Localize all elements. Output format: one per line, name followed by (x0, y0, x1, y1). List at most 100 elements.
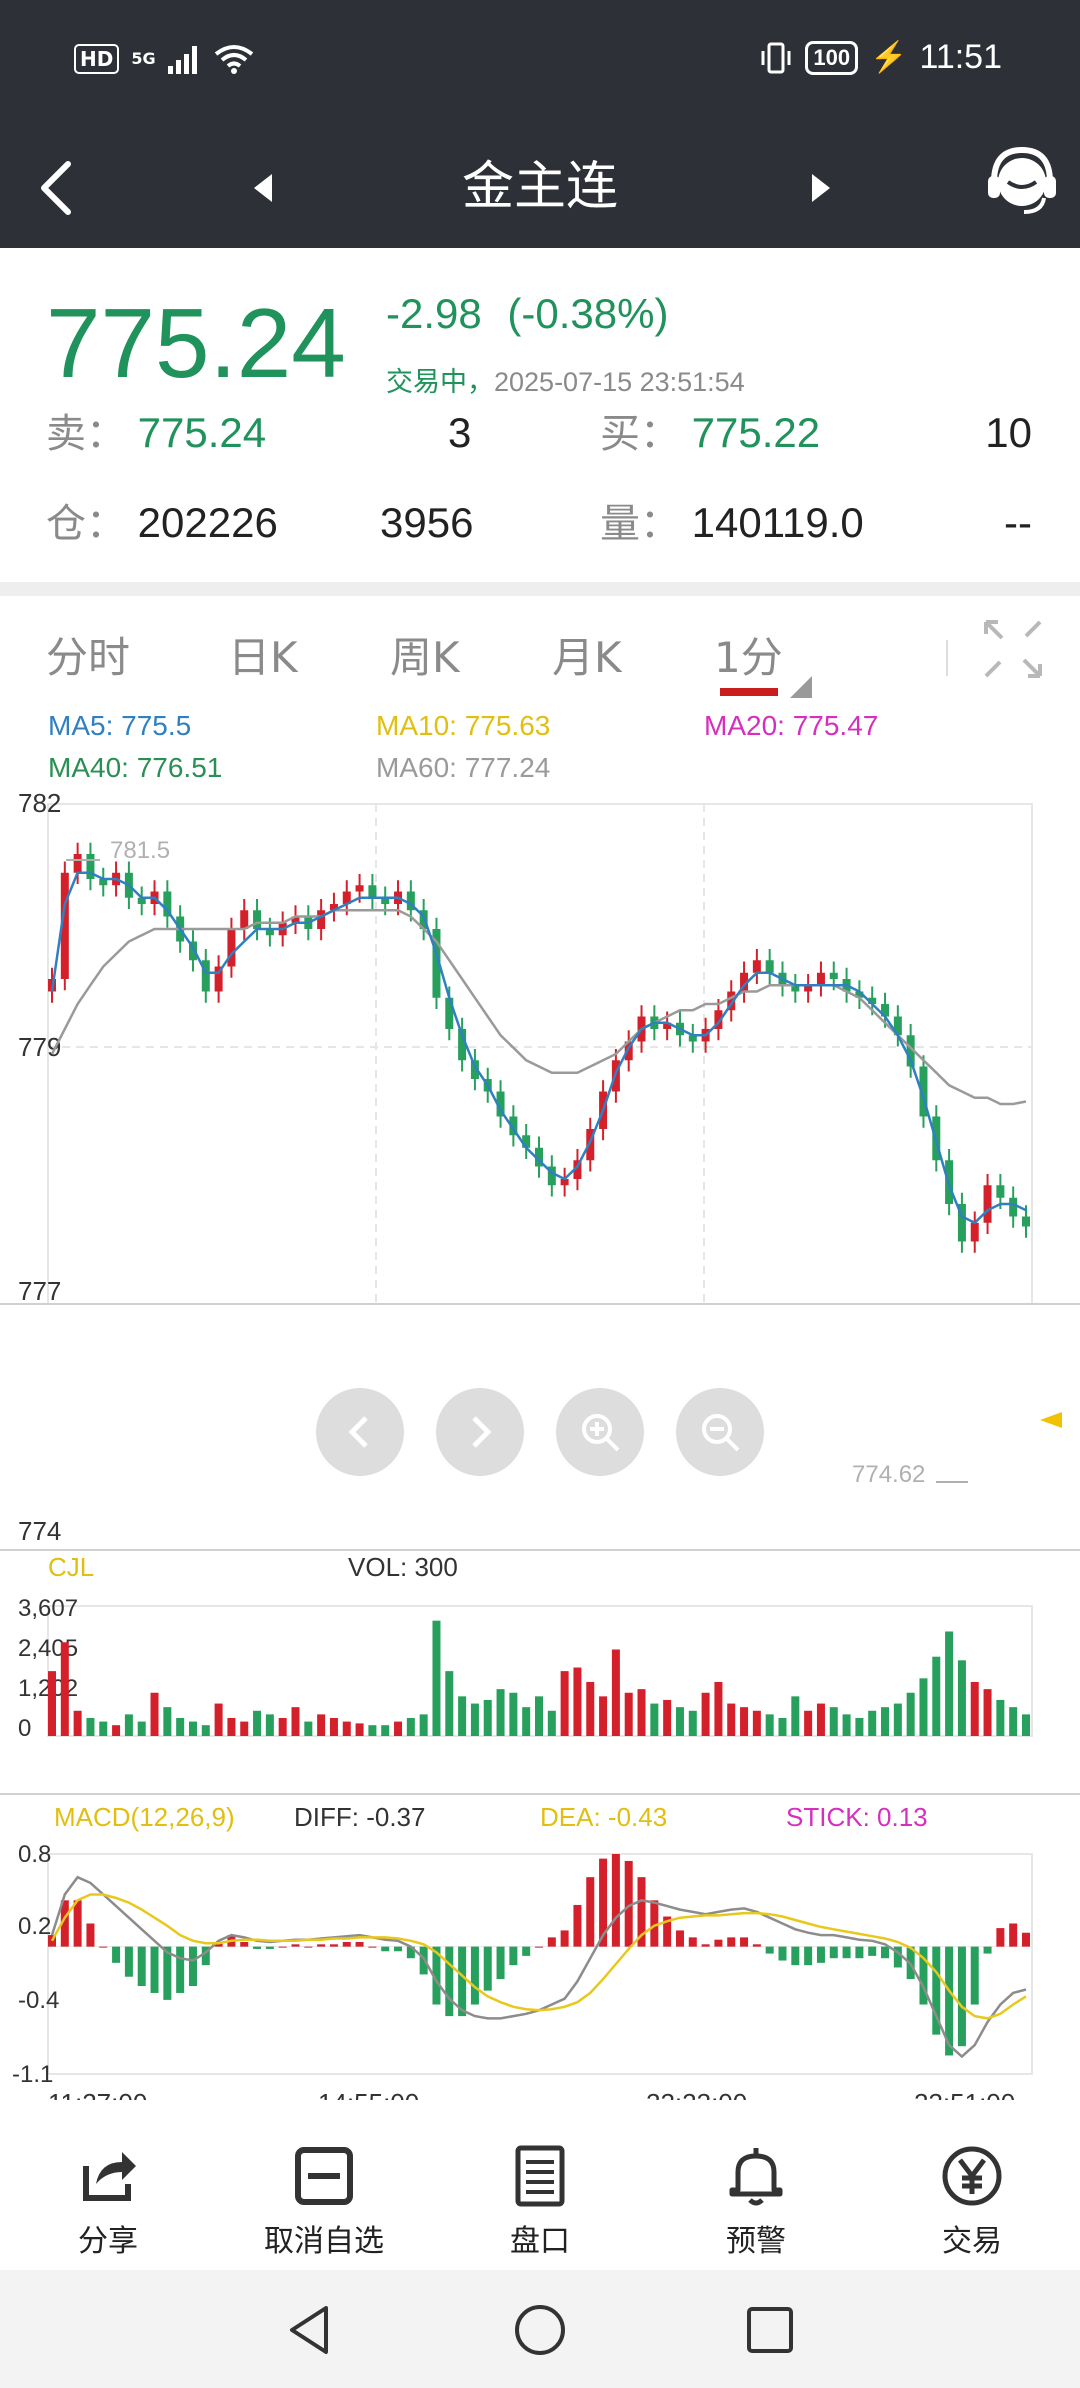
volume-bar (278, 1717, 287, 1736)
zoom-out-button[interactable] (676, 1388, 764, 1476)
zoom-in-button[interactable] (556, 1388, 644, 1476)
macd-stick (611, 1854, 620, 1947)
trade-button[interactable]: 交易 (882, 2144, 1062, 2260)
next-contract-icon[interactable] (800, 168, 840, 208)
oi-row: 仓： 202226 (46, 496, 278, 551)
volume-bar (778, 1717, 787, 1736)
macd-stick (637, 1877, 646, 1947)
macd-stick (893, 1946, 902, 1968)
oi-label: 仓： (46, 501, 126, 547)
candle-body (1009, 1197, 1018, 1217)
vol-label: VOL: 300 (348, 1552, 458, 1582)
sell-row: 卖： 775.24 (46, 406, 266, 461)
bottom-toolbar: 分享 取消自选 盘口 预警 交易 (0, 2130, 1080, 2270)
vol-tick-2: 2,405 (18, 1635, 78, 1662)
volume-bar (970, 1681, 979, 1736)
high-label: 781.5 (110, 837, 170, 864)
volume-bar (240, 1721, 249, 1736)
macd-stick (176, 1946, 185, 1993)
candle-body (342, 891, 351, 904)
candle-body (432, 929, 441, 998)
candle-body (60, 872, 69, 979)
macd-stick (368, 1946, 377, 1948)
candle-body (1022, 1216, 1030, 1227)
volume-bar (317, 1714, 326, 1736)
volume-bar (983, 1689, 992, 1736)
vol-tick-0: 0 (18, 1715, 31, 1742)
candle-body (329, 904, 338, 911)
zoom-in-icon (582, 1414, 620, 1452)
macd-stick (201, 1946, 210, 1966)
share-button[interactable]: 分享 (18, 2144, 198, 2260)
volume-row: 量： 140119.0 (600, 496, 864, 551)
volume-bar (368, 1725, 377, 1736)
scroll-left-button[interactable] (316, 1388, 404, 1476)
price-change: -2.98 (-0.38%) (386, 290, 668, 338)
ma40-label: MA40: 776.51 (48, 752, 223, 783)
remove-watchlist-button[interactable]: 取消自选 (234, 2144, 414, 2260)
macd-stick (855, 1946, 864, 1959)
header: 金主连 (0, 128, 1080, 248)
candle-body (816, 972, 825, 986)
volume-bar (73, 1710, 82, 1736)
volume-bar (637, 1689, 646, 1736)
alert-button[interactable]: 预警 (666, 2144, 846, 2260)
ma10-label: MA10: 775.63 (376, 710, 551, 741)
tab-daily-k[interactable]: 日K (228, 633, 298, 682)
volume-bar (740, 1707, 749, 1736)
candle-body (522, 1135, 531, 1148)
tab-1min[interactable]: 1分 (714, 633, 783, 682)
macd-stick (996, 1928, 1005, 1947)
ma5-label: MA5: 775.5 (48, 710, 192, 741)
nav-home-icon[interactable] (510, 2300, 570, 2360)
status-bar: HD 5G 100 ⚡ 11:51 (0, 0, 1080, 128)
volume-bar (188, 1721, 197, 1736)
candle-body (496, 1091, 505, 1117)
volume-bar (60, 1642, 69, 1736)
remove-watchlist-label: 取消自选 (264, 2224, 384, 2259)
volume-bar (176, 1717, 185, 1736)
volume-extra: -- (1004, 499, 1032, 546)
prev-contract-icon[interactable] (244, 168, 284, 208)
volume-bar (804, 1710, 813, 1736)
candle-body (919, 1066, 928, 1117)
x-tick-3: 23:51:00 (914, 2088, 1015, 2100)
fullscreen-icon[interactable] (978, 614, 1048, 684)
buy-row: 买： 775.22 (600, 406, 820, 461)
period-dropdown-icon[interactable] (790, 676, 812, 698)
tab-intraday[interactable]: 分时 (46, 633, 131, 682)
volume-bar (48, 1671, 56, 1736)
back-icon[interactable] (28, 156, 92, 220)
section-divider (0, 582, 1080, 596)
cjl-label: CJL (48, 1552, 94, 1582)
y-tick-774: 774 (18, 1516, 61, 1546)
stick-label: STICK: 0.13 (786, 1802, 928, 1832)
tab-weekly-k[interactable]: 周K (390, 633, 460, 682)
orderbook-button[interactable]: 盘口 (450, 2144, 630, 2260)
volume-bar (394, 1721, 403, 1736)
macd-stick (522, 1946, 531, 1956)
candle-body (560, 1179, 569, 1186)
macd-stick (48, 1935, 56, 1947)
tab-monthly-k[interactable]: 月K (552, 633, 622, 682)
volume-bar (791, 1696, 800, 1736)
chart-area[interactable]: 782 779 777 774 781.5 774.62 CJL VOL: 30… (0, 770, 1080, 2100)
candle-body (970, 1222, 979, 1242)
scroll-right-button[interactable] (436, 1388, 524, 1476)
volume-label: 量： (600, 501, 680, 547)
nav-recents-icon[interactable] (740, 2300, 800, 2360)
macd-stick (1022, 1932, 1030, 1947)
change-value: -2.98 (386, 290, 482, 337)
ma5-line (50, 871, 1027, 1225)
macd-stick (829, 1946, 838, 1959)
customer-service-icon[interactable] (984, 142, 1060, 222)
volume-bar (560, 1671, 569, 1736)
macd-stick (688, 1937, 697, 1947)
nav-back-icon[interactable] (280, 2300, 340, 2360)
candle-body (829, 972, 838, 979)
trading-status: 交易中， (386, 367, 494, 398)
macd-stick (509, 1946, 518, 1966)
volume-bar (611, 1649, 620, 1736)
macd-stick (458, 1946, 467, 2017)
macd-stick (112, 1946, 121, 1963)
